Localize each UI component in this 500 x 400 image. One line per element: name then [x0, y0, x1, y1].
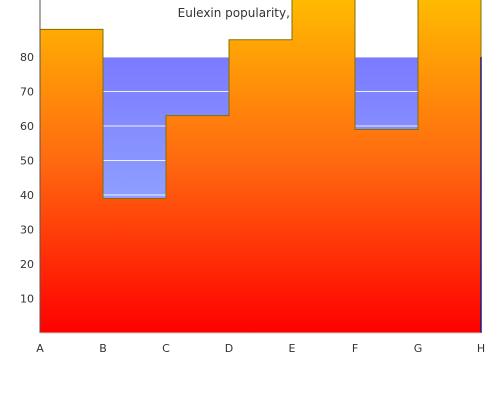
- x-tick-label: E: [289, 342, 296, 355]
- y-tick-label: 20: [20, 258, 34, 271]
- y-tick-label: 50: [20, 155, 34, 168]
- y-tick-label: 60: [20, 120, 34, 133]
- x-tick-label: A: [36, 342, 44, 355]
- y-tick-label: 40: [20, 189, 34, 202]
- series-main-edge: [39, 0, 482, 333]
- x-tick-label: F: [352, 342, 358, 355]
- y-tick-label: 10: [20, 293, 34, 306]
- x-tick-label: H: [477, 342, 485, 355]
- y-tick-label: 30: [20, 224, 34, 237]
- series-main-area: [40, 0, 481, 333]
- plot-area: [39, 0, 482, 333]
- y-tick-label: 70: [20, 86, 34, 99]
- y-tick-label: 80: [20, 51, 34, 64]
- x-tick-label: B: [99, 342, 107, 355]
- x-tick-label: G: [414, 342, 423, 355]
- chart-title: Eulexin popularity, ages: [178, 6, 323, 20]
- axes: 10 20 30 40 50 60 70 80 A B C D E F G H: [20, 0, 485, 355]
- x-tick-label: D: [225, 342, 233, 355]
- x-tick-label: C: [162, 342, 170, 355]
